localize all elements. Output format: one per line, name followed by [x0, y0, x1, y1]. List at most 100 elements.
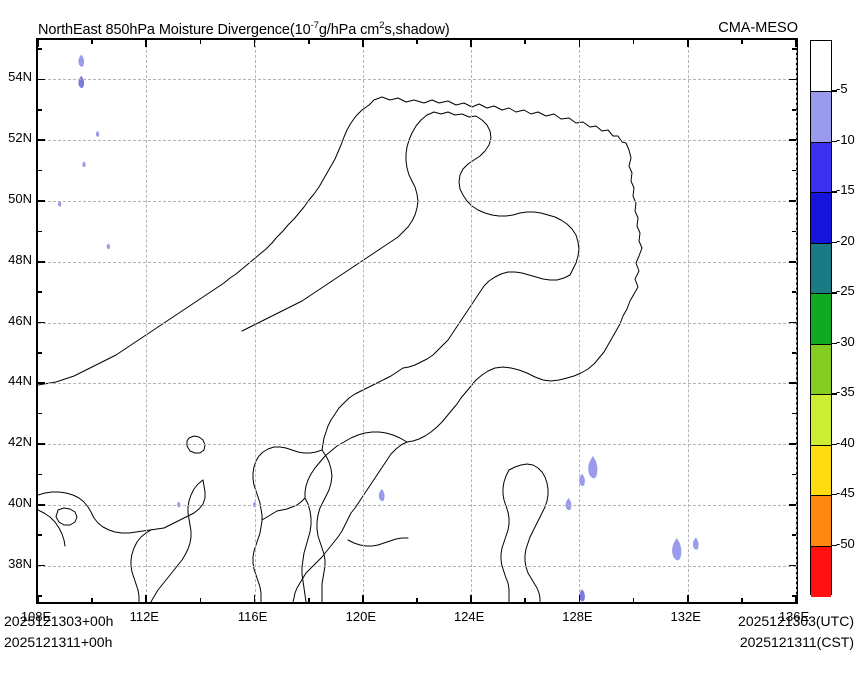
colorbar-label: -20 — [836, 232, 855, 248]
colorbar-band — [811, 141, 831, 194]
axis-tick-x-minor — [199, 598, 202, 602]
axis-tick-y-minor — [38, 595, 42, 597]
gridline-horizontal — [38, 79, 796, 81]
shaded-region — [565, 497, 572, 511]
axis-label-y: 48N — [8, 251, 32, 267]
shaded-region — [95, 130, 100, 137]
axis-tick-x-minor — [416, 40, 418, 44]
title-exponent: -7 — [310, 20, 319, 31]
shaded-region — [588, 455, 598, 479]
map-geometry — [38, 54, 699, 602]
axis-tick-y-minor — [792, 169, 796, 172]
axis-tick-x — [253, 595, 256, 602]
colorbar-tick — [832, 494, 837, 496]
gridline-vertical — [471, 40, 473, 602]
shaded-region — [692, 537, 699, 550]
gridline-horizontal — [38, 504, 796, 506]
axis-tick-y — [789, 443, 796, 445]
gridline-horizontal — [38, 140, 796, 142]
axis-tick-y-minor — [38, 352, 42, 354]
gridline-horizontal — [38, 383, 796, 385]
axis-tick-y-minor — [38, 109, 42, 111]
axis-label-x: 132E — [670, 609, 701, 624]
axis-tick-y-minor — [792, 595, 796, 597]
axis-label-y: 40N — [8, 494, 32, 510]
colorbar-band — [811, 41, 831, 92]
axis-tick-y-minor — [792, 534, 796, 536]
gridline-horizontal — [38, 444, 796, 446]
axis-tick-y — [38, 382, 45, 385]
colorbar-band — [811, 444, 831, 497]
axis-tick-y — [38, 200, 45, 202]
colorbar-label: -35 — [836, 384, 855, 400]
axis-tick-y — [789, 200, 796, 202]
axis-label-x: 128E — [562, 609, 593, 624]
axis-label-y: 38N — [8, 555, 32, 571]
shaded-region — [378, 488, 385, 502]
axis-tick-y-minor — [792, 473, 796, 476]
colorbar-band — [811, 495, 831, 547]
axis-tick-x — [686, 595, 689, 602]
axis-tick-y-minor — [792, 230, 796, 233]
colorbar-label: -5 — [836, 81, 848, 97]
axis-tick-y — [789, 564, 796, 567]
colorbar-band — [811, 91, 831, 144]
gridline-horizontal — [38, 322, 796, 324]
axis-tick-x — [578, 595, 581, 602]
colorbar-tick — [832, 90, 837, 92]
axis-tick-y — [789, 321, 796, 324]
axis-tick-x-minor — [307, 40, 310, 44]
colorbar-tick — [832, 140, 837, 143]
gridline-vertical — [579, 40, 581, 602]
axis-label-x: 120E — [345, 609, 377, 624]
map-plot-area — [36, 38, 798, 604]
axis-tick-y — [789, 382, 796, 385]
colorbar-band — [811, 343, 831, 396]
axis-tick-x — [37, 40, 39, 47]
axis-tick-y — [38, 139, 45, 142]
axis-tick-x — [362, 595, 364, 602]
colorbar-tick — [832, 241, 837, 244]
axis-tick-x-minor — [199, 40, 202, 44]
axis-tick-x — [145, 40, 148, 47]
colorbar-band — [811, 394, 831, 447]
axis-tick-y-minor — [38, 291, 42, 293]
axis-tick-x — [145, 595, 148, 602]
footer-right-line1: 2025121303(UTC) — [738, 613, 854, 629]
map-clip — [38, 40, 796, 602]
gridline-vertical — [362, 40, 364, 602]
axis-tick-y-minor — [38, 48, 42, 50]
colorbar-tick — [832, 342, 837, 345]
model-label: CMA-MESO — [718, 20, 798, 36]
colorbar-tick — [832, 393, 837, 395]
shaded-region — [672, 537, 682, 561]
axis-tick-x-minor — [632, 40, 635, 44]
footer-left-line2: 2025121311+00h — [4, 634, 113, 650]
gridline-vertical — [796, 40, 797, 602]
shaded-regions — [57, 54, 699, 602]
axis-tick-x-minor — [632, 598, 635, 602]
axis-tick-y — [38, 443, 45, 445]
axis-tick-x — [253, 40, 256, 47]
title-mid: g/hPa cm — [318, 21, 380, 38]
gridline-horizontal — [38, 201, 796, 202]
footer-left-line1: 2025121303+00h — [4, 613, 114, 629]
shaded-region — [78, 75, 85, 89]
axis-tick-y-minor — [792, 352, 796, 354]
colorbar-label: -45 — [836, 485, 855, 501]
colorbar-band — [811, 242, 831, 295]
axis-label-y: 54N — [8, 69, 32, 85]
axis-tick-x-minor — [416, 598, 418, 602]
axis-tick-x — [686, 40, 689, 47]
colorbar — [810, 40, 832, 598]
axis-tick-x — [578, 40, 581, 47]
gridline-horizontal — [38, 565, 796, 567]
axis-tick-y — [789, 260, 796, 263]
axis-label-y: 42N — [8, 434, 32, 450]
axis-tick-y-minor — [38, 230, 42, 233]
axis-tick-y-minor — [792, 109, 796, 111]
colorbar-label: -30 — [836, 333, 855, 349]
axis-tick-x-minor — [524, 40, 527, 44]
axis-tick-x — [470, 40, 472, 47]
title-exponent-2: 2 — [379, 20, 385, 31]
